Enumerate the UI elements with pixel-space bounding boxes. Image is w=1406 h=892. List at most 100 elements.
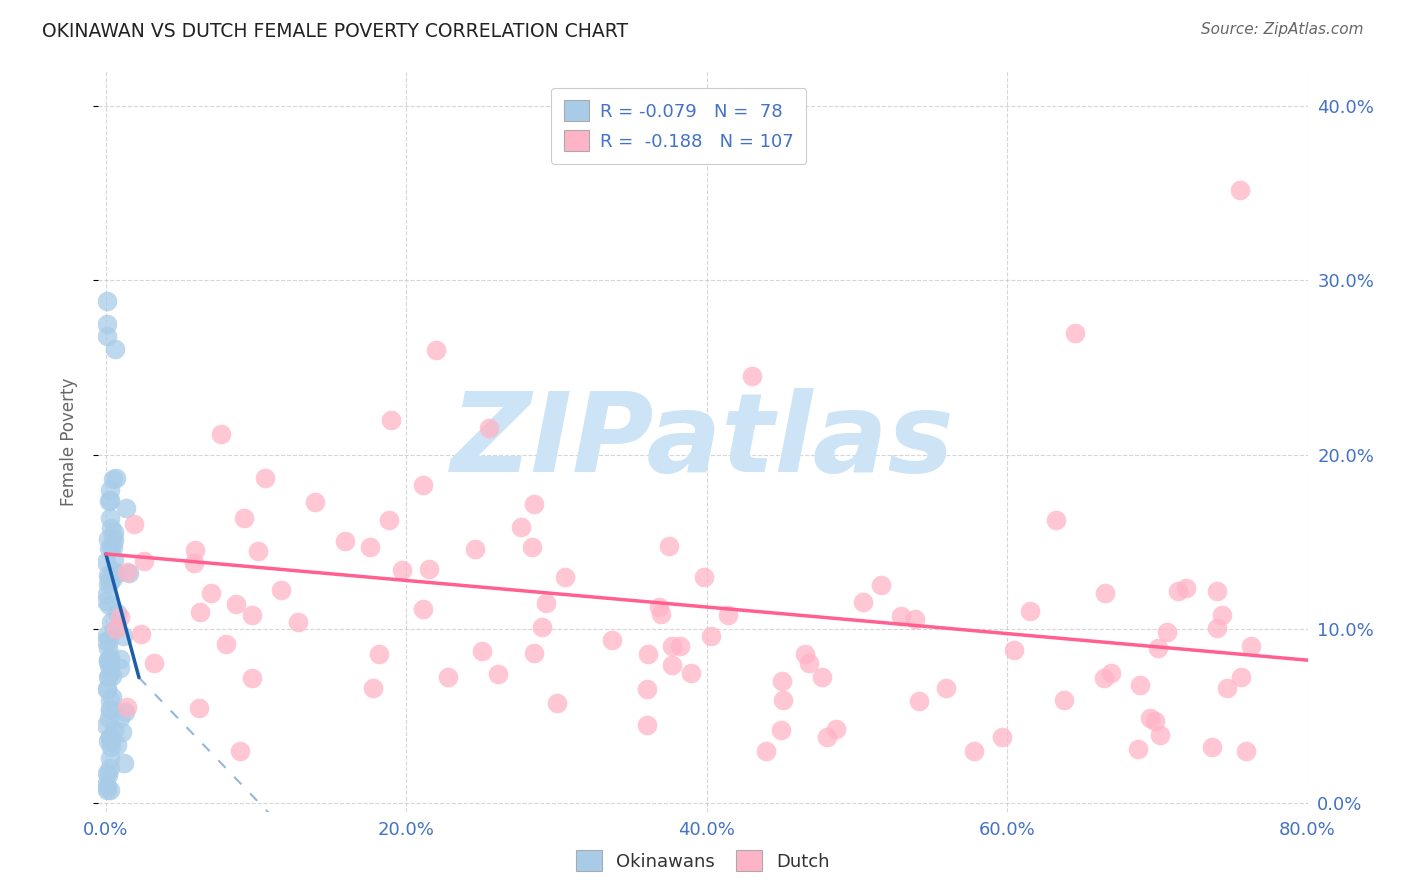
Point bbox=[98, 510, 121, 524]
Point bbox=[100, 735, 122, 749]
Point bbox=[824, 722, 846, 736]
Point bbox=[110, 660, 132, 674]
Point bbox=[661, 640, 683, 654]
Point bbox=[97, 568, 120, 582]
Point bbox=[963, 744, 986, 758]
Point bbox=[132, 554, 155, 568]
Point bbox=[101, 668, 124, 682]
Point bbox=[122, 516, 145, 531]
Point bbox=[523, 646, 546, 660]
Y-axis label: Female Poverty: Female Poverty bbox=[59, 377, 77, 506]
Point bbox=[97, 668, 120, 682]
Point bbox=[658, 540, 681, 554]
Point bbox=[1147, 641, 1170, 656]
Point bbox=[98, 483, 121, 498]
Point bbox=[253, 471, 276, 485]
Point bbox=[103, 533, 125, 548]
Point bbox=[425, 343, 447, 357]
Point bbox=[101, 472, 124, 486]
Point bbox=[112, 756, 135, 771]
Point bbox=[97, 670, 120, 684]
Point bbox=[333, 533, 356, 548]
Point bbox=[98, 782, 121, 797]
Point bbox=[96, 782, 118, 797]
Point bbox=[1205, 621, 1227, 635]
Point bbox=[96, 587, 118, 601]
Point bbox=[509, 520, 531, 534]
Point bbox=[1211, 607, 1233, 622]
Point bbox=[200, 585, 222, 599]
Point bbox=[114, 705, 136, 719]
Point bbox=[464, 541, 486, 556]
Point bbox=[188, 701, 211, 715]
Point bbox=[96, 682, 118, 697]
Point bbox=[117, 565, 139, 579]
Point bbox=[111, 724, 134, 739]
Point bbox=[96, 329, 118, 343]
Point bbox=[96, 640, 118, 655]
Point bbox=[755, 744, 778, 758]
Point bbox=[770, 673, 793, 688]
Point bbox=[97, 711, 120, 725]
Point bbox=[96, 634, 118, 648]
Point bbox=[437, 670, 460, 684]
Point bbox=[96, 294, 118, 309]
Point bbox=[270, 583, 292, 598]
Point bbox=[110, 711, 132, 725]
Point bbox=[636, 717, 658, 731]
Point bbox=[636, 681, 658, 696]
Legend: R = -0.079   N =  78, R =  -0.188   N = 107: R = -0.079 N = 78, R = -0.188 N = 107 bbox=[551, 87, 807, 164]
Point bbox=[96, 766, 118, 780]
Point bbox=[935, 681, 957, 695]
Point bbox=[97, 654, 120, 668]
Point bbox=[418, 562, 440, 576]
Point bbox=[101, 571, 124, 585]
Point bbox=[794, 647, 817, 661]
Point bbox=[98, 575, 121, 590]
Point bbox=[991, 731, 1014, 745]
Point bbox=[98, 649, 121, 664]
Point bbox=[98, 730, 121, 744]
Point bbox=[1234, 744, 1257, 758]
Point bbox=[1139, 711, 1161, 725]
Point bbox=[101, 565, 124, 579]
Point bbox=[112, 629, 135, 643]
Point bbox=[97, 598, 120, 612]
Point bbox=[1206, 584, 1229, 599]
Point bbox=[240, 671, 263, 685]
Point bbox=[246, 543, 269, 558]
Point bbox=[104, 342, 127, 356]
Point bbox=[105, 623, 128, 637]
Point bbox=[97, 632, 120, 647]
Point bbox=[377, 513, 399, 527]
Point bbox=[103, 624, 125, 638]
Point bbox=[523, 498, 546, 512]
Point bbox=[650, 607, 672, 621]
Point bbox=[669, 640, 692, 654]
Point bbox=[772, 692, 794, 706]
Point bbox=[380, 413, 402, 427]
Point bbox=[1174, 581, 1197, 595]
Point bbox=[1129, 677, 1152, 691]
Point bbox=[98, 493, 121, 508]
Point bbox=[98, 541, 121, 556]
Point bbox=[118, 566, 141, 581]
Point bbox=[815, 730, 838, 744]
Point bbox=[1167, 583, 1189, 598]
Point bbox=[105, 738, 128, 752]
Point bbox=[97, 577, 120, 591]
Point bbox=[287, 615, 309, 629]
Point bbox=[1128, 742, 1150, 756]
Point bbox=[546, 696, 568, 710]
Point bbox=[96, 628, 118, 642]
Point bbox=[96, 681, 118, 696]
Point bbox=[522, 540, 544, 554]
Text: Source: ZipAtlas.com: Source: ZipAtlas.com bbox=[1201, 22, 1364, 37]
Point bbox=[692, 570, 714, 584]
Point bbox=[98, 693, 121, 707]
Point bbox=[100, 740, 122, 755]
Point bbox=[105, 566, 128, 581]
Text: ZIPatlas: ZIPatlas bbox=[451, 388, 955, 495]
Point bbox=[100, 702, 122, 716]
Point bbox=[98, 761, 121, 775]
